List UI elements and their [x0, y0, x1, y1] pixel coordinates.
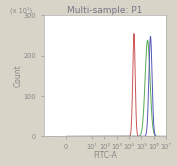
Text: (x 10¹): (x 10¹) — [10, 7, 32, 14]
Title: Multi-sample: P1: Multi-sample: P1 — [67, 5, 143, 15]
X-axis label: FITC-A: FITC-A — [93, 151, 117, 161]
Y-axis label: Count: Count — [13, 65, 22, 87]
